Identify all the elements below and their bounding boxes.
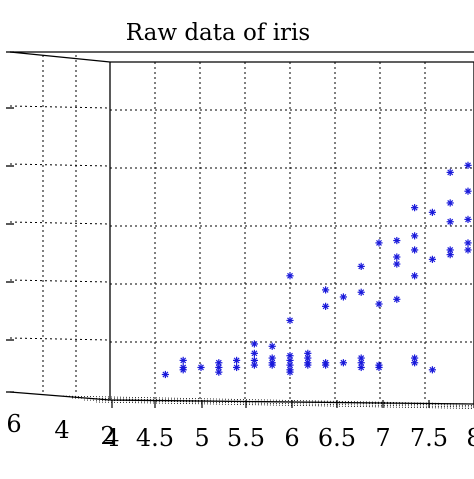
data-point — [375, 239, 383, 247]
data-point — [393, 260, 401, 268]
left-grid-hline — [9, 279, 111, 283]
x-tick-label: 6.5 — [318, 424, 356, 452]
data-point — [357, 288, 365, 296]
x-tick-label: 6 — [284, 424, 299, 452]
left-grid-hline — [9, 221, 111, 225]
x-tick-label: 4 — [104, 424, 119, 452]
data-point — [286, 316, 294, 325]
left-grid-hline — [9, 163, 111, 167]
depth-tick-label: 4 — [54, 416, 69, 444]
x-axis-ticks: 4 4.5 5 5.5 6 6.5 7 7.5 8 — [104, 400, 474, 452]
data-point — [339, 359, 347, 367]
data-point — [428, 208, 436, 216]
data-point — [268, 342, 276, 350]
data-point — [233, 363, 241, 372]
data-point — [250, 340, 258, 348]
x-tick-label: 8 — [466, 424, 474, 452]
data-points — [161, 161, 472, 379]
data-point — [179, 363, 187, 372]
data-point — [464, 215, 472, 223]
data-point — [322, 359, 330, 367]
depth-tick-label: 2 — [100, 422, 115, 450]
floor-line — [83, 399, 474, 408]
data-point — [411, 354, 419, 362]
data-point — [393, 253, 401, 261]
data-point — [464, 239, 472, 247]
data-point — [375, 361, 383, 369]
data-point — [411, 204, 419, 212]
box-top-back-left-edge — [9, 51, 111, 63]
x-tick-label: 4.5 — [136, 424, 174, 452]
data-point — [215, 368, 223, 376]
left-wall-grid — [6, 51, 111, 395]
floor-grid — [59, 395, 474, 409]
data-point — [286, 352, 294, 360]
data-point — [428, 255, 436, 263]
data-point — [322, 286, 330, 294]
left-grid-hline — [9, 105, 111, 109]
data-point — [357, 262, 365, 270]
data-point — [446, 199, 454, 207]
axes-box — [9, 51, 474, 405]
depth-axis-ticks: 6 4 2 — [6, 410, 115, 450]
data-point — [375, 300, 383, 308]
data-point — [339, 293, 347, 301]
data-point — [250, 349, 258, 357]
x-tick-label: 7 — [375, 424, 390, 452]
data-point — [393, 236, 401, 245]
chart-title: Raw data of iris — [126, 20, 310, 46]
data-point — [286, 272, 294, 280]
data-point — [233, 356, 241, 364]
back-wall-grid — [110, 62, 474, 400]
data-point — [428, 366, 436, 374]
data-point — [161, 370, 169, 379]
left-grid-hline — [9, 337, 111, 341]
floor-line — [59, 395, 474, 405]
x-tick-label: 7.5 — [410, 424, 448, 452]
data-point — [464, 246, 472, 254]
data-point — [446, 218, 454, 226]
data-point — [179, 356, 187, 364]
data-point — [304, 349, 312, 357]
data-point — [322, 302, 330, 310]
data-point — [268, 354, 276, 362]
data-point — [250, 356, 258, 364]
data-point — [393, 295, 401, 303]
data-point — [411, 232, 419, 240]
data-point — [357, 359, 365, 367]
data-point — [215, 359, 223, 367]
floor-line — [95, 401, 474, 409]
data-point — [357, 354, 365, 362]
data-point — [411, 359, 419, 367]
data-point — [411, 272, 419, 280]
data-point — [464, 161, 472, 169]
data-point — [464, 187, 472, 195]
depth-tick-label: 6 — [6, 410, 21, 438]
floor-line — [71, 397, 474, 406]
data-point — [286, 368, 294, 376]
data-point — [197, 363, 205, 372]
data-point — [446, 168, 454, 176]
x-tick-label: 5.5 — [227, 424, 265, 452]
x-tick-label: 5 — [194, 424, 209, 452]
data-point — [411, 246, 419, 254]
data-point — [446, 251, 454, 259]
